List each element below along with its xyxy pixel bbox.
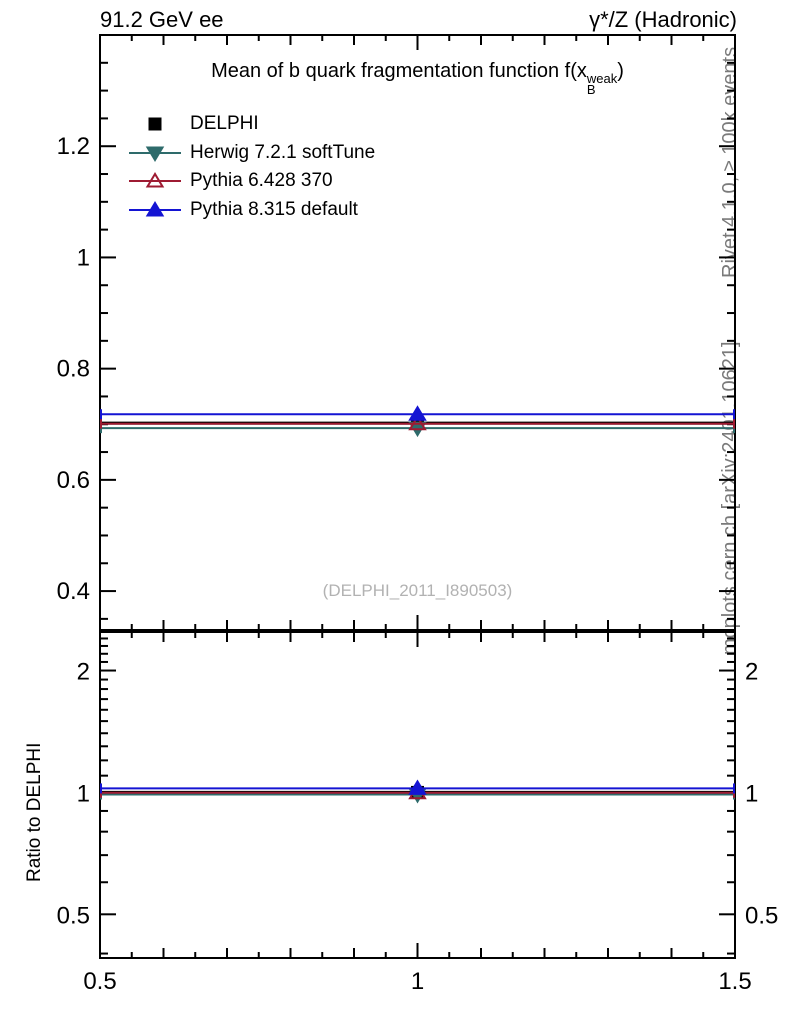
analysis-watermark: (DELPHI_2011_I890503) [322, 581, 513, 600]
legend-label: Pythia 8.315 default [190, 198, 358, 220]
ratio-y-tick-label: 0.5 [57, 902, 90, 929]
ratio-y-tick-label: 2 [745, 659, 758, 686]
title-close-paren: ) [617, 60, 624, 82]
legend-marker-swatch [129, 146, 181, 162]
process-header: γ*/Z (Hadronic) [589, 7, 737, 32]
legend-item: Pythia 8.315 default [129, 196, 375, 225]
ratio-y-tick-label: 0.5 [745, 902, 778, 929]
ratio-y-tick-label: 1 [745, 780, 758, 807]
main-y-tick-label: 0.4 [57, 578, 90, 605]
ratio-y-tick-label: 1 [77, 780, 90, 807]
legend-marker-swatch [129, 200, 181, 217]
main-y-tick-label: 0.6 [57, 467, 90, 494]
legend-item: Pythia 6.428 370 [129, 167, 375, 196]
plot-title: Mean of b quark fragmentation function f… [100, 60, 735, 98]
x-tick-label: 1.5 [718, 968, 751, 995]
legend-triangle-marker-icon [145, 172, 165, 188]
legend-label: Pythia 6.428 370 [190, 170, 333, 192]
series-marker-main [408, 405, 427, 421]
x-tick-label: 0.5 [83, 968, 116, 995]
main-y-tick-label: 0.8 [57, 356, 90, 383]
legend-marker-swatch [129, 172, 181, 188]
title-sup-sub: weak B [586, 71, 618, 98]
x-tick-label: 1 [411, 968, 424, 995]
legend-item: Herwig 7.2.1 softTune [129, 139, 375, 168]
main-y-tick-label: 1 [77, 244, 90, 271]
legend: DELPHI Herwig 7.2.1 softTune Pythia 6.428 … [129, 110, 375, 224]
legend-square-marker-icon [148, 117, 162, 131]
title-text: Mean of b quark fragmentation function f… [211, 60, 587, 82]
title-subscript: B [586, 82, 596, 98]
legend-item: DELPHI [129, 110, 375, 139]
beam-energy-header: 91.2 GeV ee [100, 7, 224, 32]
series-marker-main [408, 414, 427, 431]
legend-label: DELPHI [190, 113, 259, 135]
legend-triangle-marker-icon [145, 200, 165, 217]
legend-marker-swatch [148, 117, 162, 131]
series-marker-ratio [408, 779, 427, 795]
main-y-tick-label: 1.2 [57, 133, 90, 160]
title-superscript: weak [586, 71, 618, 86]
legend-triangle-marker-icon [145, 146, 165, 162]
legend-label: Herwig 7.2.1 softTune [190, 141, 376, 163]
main-panel-frame [99, 34, 736, 631]
ratio-y-tick-label: 2 [77, 659, 90, 686]
